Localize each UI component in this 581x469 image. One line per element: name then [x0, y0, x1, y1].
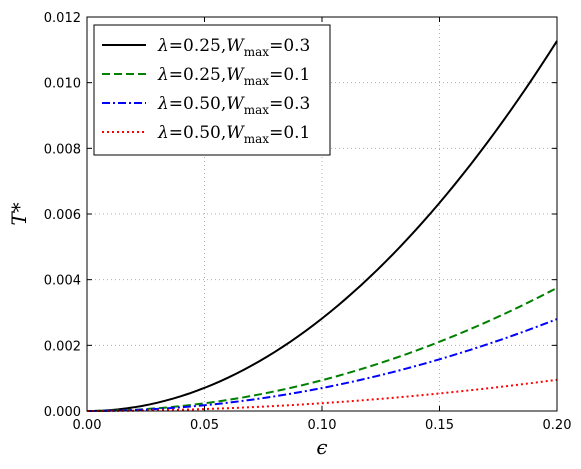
- legend-label-3: λ=0.50,Wmax=0.3: [157, 94, 310, 117]
- y-tick-label: 0.008: [44, 142, 81, 157]
- axis-ticks: [86, 16, 558, 412]
- series-line-3: [86, 318, 558, 412]
- y-tick-label: 0.012: [44, 11, 81, 26]
- x-tick-label: 0.15: [425, 418, 454, 433]
- tick-labels: 0.00 0.05 0.10 0.15 0.20 0.000 0.002 0.004 0.006…: [44, 11, 572, 433]
- series-line-1: [86, 40, 558, 412]
- series-layer: [86, 40, 558, 412]
- legend-box: [93, 24, 331, 156]
- legend-label-1: λ=0.25,Wmax=0.3: [157, 36, 310, 59]
- legend-label-4: λ=0.50,Wmax=0.1: [157, 123, 310, 146]
- y-tick-label: 0.000: [44, 405, 81, 420]
- y-tick-label: 0.006: [44, 208, 81, 223]
- series-line-4: [86, 378, 558, 412]
- x-tick-label: 0.20: [543, 418, 572, 433]
- y-tick-label: 0.010: [44, 77, 81, 92]
- y-tick-label: 0.002: [44, 339, 81, 354]
- y-axis-title: T*: [7, 202, 31, 225]
- x-tick-label: 0.05: [190, 418, 219, 433]
- series-line-2: [86, 286, 558, 412]
- x-tick-label: 0.00: [73, 418, 102, 433]
- x-axis-title: ϵ: [316, 435, 327, 459]
- legend: λ=0.25,Wmax=0.3 λ=0.25,Wmax=0.1 λ=0.50,Wma…: [93, 24, 331, 156]
- y-tick-label: 0.004: [44, 274, 81, 289]
- x-tick-label: 0.10: [308, 418, 337, 433]
- legend-label-2: λ=0.25,Wmax=0.1: [157, 65, 310, 88]
